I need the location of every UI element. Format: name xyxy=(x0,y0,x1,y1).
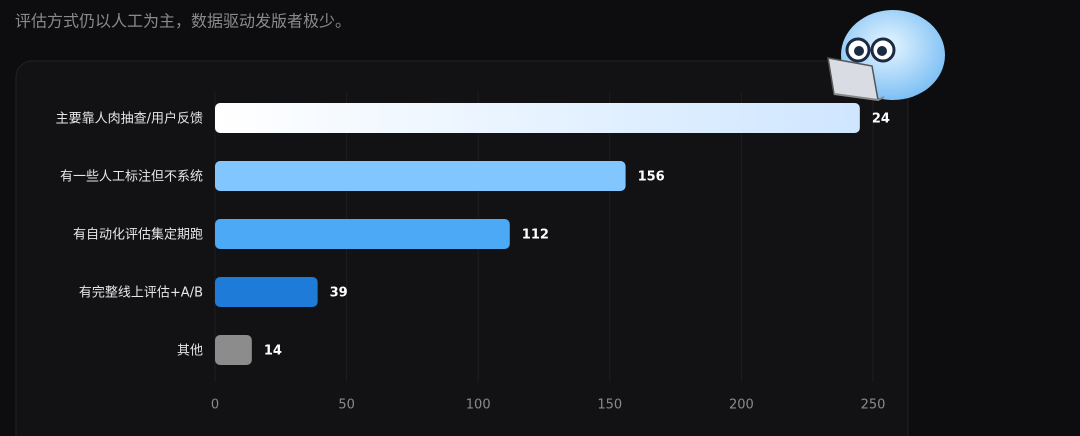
x-tick-label: 100 xyxy=(466,398,491,413)
y-tick-label: 主要靠人肉抽查/用户反馈 xyxy=(56,111,203,127)
mascot-pupil xyxy=(854,46,864,56)
x-tick-label: 200 xyxy=(729,398,754,413)
bar xyxy=(215,219,510,249)
subtitle: 评估方式仍以人工为主，数据驱动发版者极少。 xyxy=(15,12,351,31)
bar xyxy=(215,335,252,365)
bar xyxy=(215,277,318,307)
value-label: 112 xyxy=(522,228,549,243)
bar xyxy=(215,103,860,133)
y-tick-label: 有完整线上评估+A/B xyxy=(79,286,203,301)
value-label: 14 xyxy=(264,344,282,359)
x-tick-label: 250 xyxy=(861,398,886,413)
x-tick-label: 0 xyxy=(211,398,219,413)
bar xyxy=(215,161,626,191)
y-tick-label: 有自动化评估集定期跑 xyxy=(73,227,203,243)
y-tick-label: 有一些人工标注但不系统 xyxy=(60,170,203,185)
x-tick-label: 50 xyxy=(338,398,355,413)
value-label: 39 xyxy=(330,286,348,301)
plot: 0 50 100 150 200 250 主要靠人肉抽查/用户反馈 24 有一些人工标注但不系统… xyxy=(56,92,890,413)
mascot-pupil xyxy=(877,46,887,56)
mascot-laptop-base xyxy=(833,93,885,102)
x-tick-label: 150 xyxy=(597,398,622,413)
value-label: 156 xyxy=(638,170,665,185)
y-tick-label: 其他 xyxy=(177,344,203,359)
mascot xyxy=(827,10,945,102)
value-label: 24 xyxy=(872,112,890,127)
